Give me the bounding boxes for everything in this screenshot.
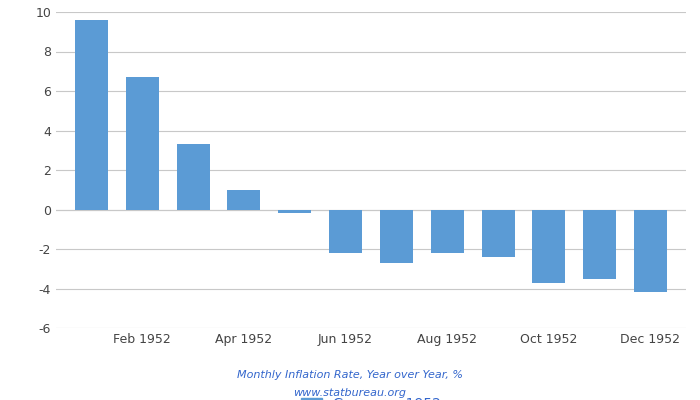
Legend: Germany, 1952: Germany, 1952 xyxy=(295,392,447,400)
Bar xyxy=(380,210,413,263)
Bar xyxy=(532,210,566,282)
Bar xyxy=(583,210,616,279)
Bar xyxy=(634,210,667,292)
Bar xyxy=(482,210,514,257)
Bar xyxy=(228,190,260,210)
Text: Monthly Inflation Rate, Year over Year, %: Monthly Inflation Rate, Year over Year, … xyxy=(237,370,463,380)
Bar xyxy=(329,210,362,253)
Bar xyxy=(126,77,159,210)
Text: www.statbureau.org: www.statbureau.org xyxy=(293,388,407,398)
Bar xyxy=(75,20,108,210)
Bar xyxy=(279,210,312,214)
Bar xyxy=(430,210,463,253)
Bar xyxy=(176,144,210,210)
